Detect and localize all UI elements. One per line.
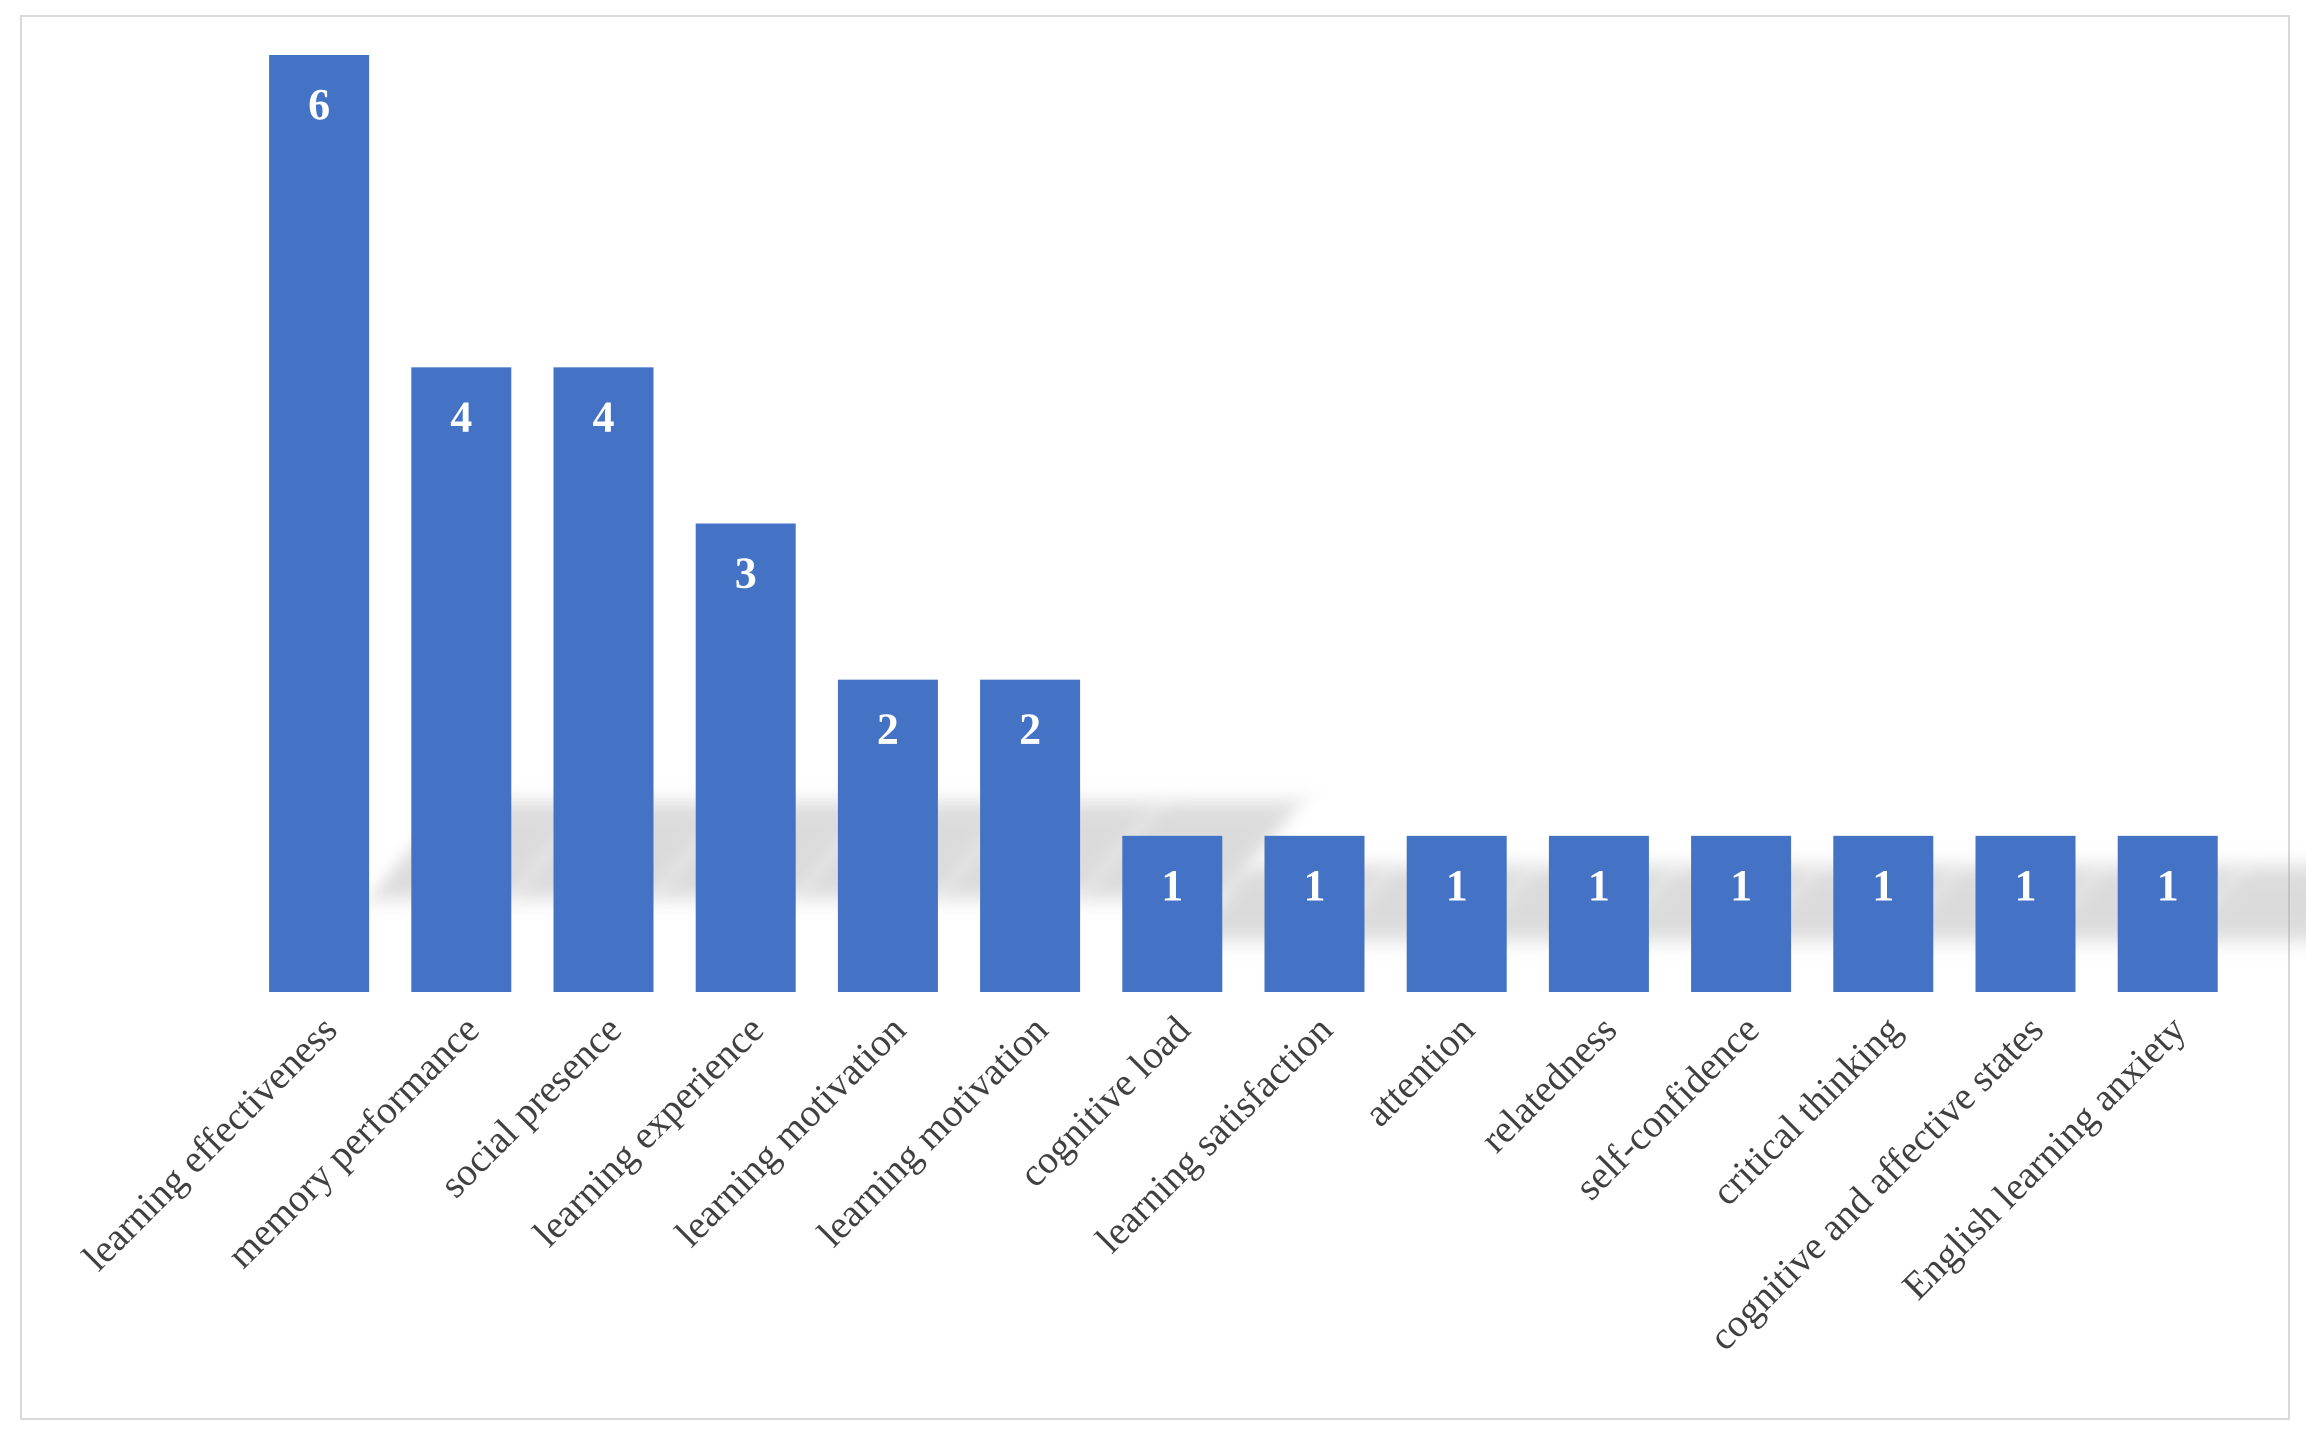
bar-data-label: 1 — [1304, 861, 1326, 910]
x-tick-label: memory performance — [219, 1008, 488, 1277]
bars-layer — [269, 55, 2218, 992]
x-tick-label: relatedness — [1472, 1008, 1625, 1161]
bar-data-label: 3 — [735, 549, 757, 598]
bar — [1691, 835, 1792, 992]
bar-data-label: 2 — [1019, 705, 1041, 754]
bar-data-label: 1 — [1588, 861, 1610, 910]
bar — [269, 55, 370, 992]
bar — [695, 523, 796, 992]
bar — [837, 679, 938, 992]
x-tick-label: learning satisfaction — [1088, 1008, 1341, 1261]
bar-data-label: 4 — [450, 392, 472, 441]
bar-data-label: 1 — [2157, 861, 2179, 910]
bar — [1975, 835, 2076, 992]
bar — [1833, 835, 1934, 992]
bar-data-label: 1 — [1446, 861, 1468, 910]
data-labels-layer: 6 4 4 3 2 2 1 1 1 1 1 1 1 1 — [308, 80, 2179, 910]
bar — [1264, 835, 1365, 992]
bar — [411, 367, 512, 992]
bar — [1548, 835, 1649, 992]
x-tick-label: learning effectiveness — [74, 1008, 345, 1279]
x-tick-label: attention — [1356, 1008, 1483, 1135]
bar-data-label: 2 — [877, 705, 899, 754]
bar-data-label: 6 — [308, 80, 330, 129]
bar-data-label: 1 — [1161, 861, 1183, 910]
bar — [553, 367, 654, 992]
bar-data-label: 1 — [1730, 861, 1752, 910]
bar — [1406, 835, 1507, 992]
x-tick-label: English learning anxiety — [1894, 1008, 2194, 1308]
bar — [980, 679, 1081, 992]
bar-data-label: 1 — [1872, 861, 1894, 910]
chart-frame — [20, 15, 2290, 1420]
bar-data-label: 4 — [593, 392, 615, 441]
bar — [1122, 835, 1223, 992]
bar-shadow — [2182, 865, 2306, 941]
bar — [2117, 835, 2218, 992]
bar-data-label: 1 — [2015, 861, 2037, 910]
